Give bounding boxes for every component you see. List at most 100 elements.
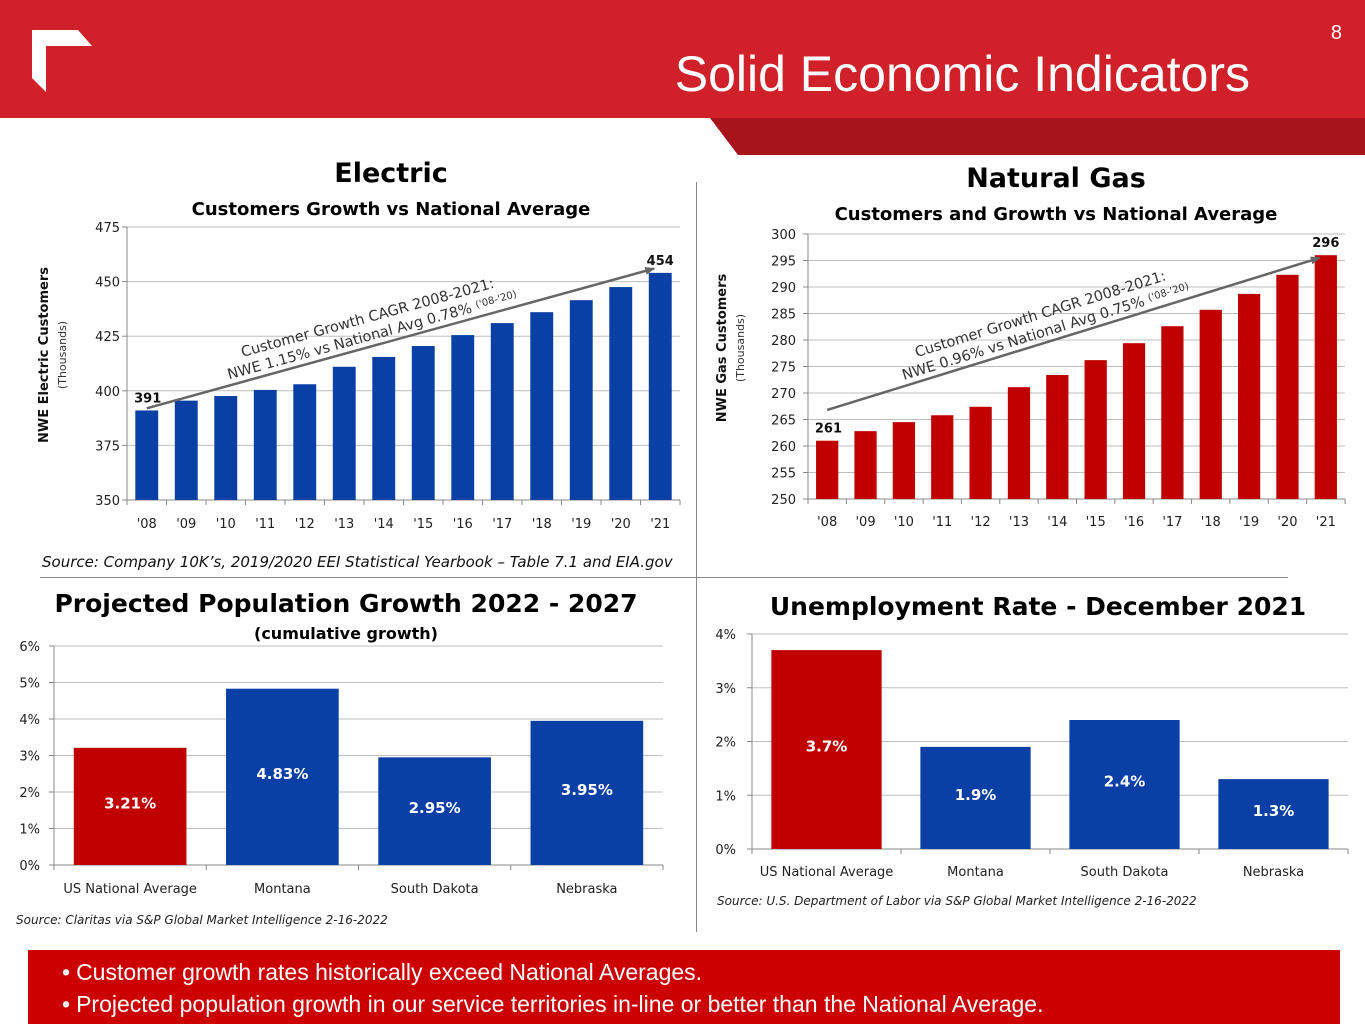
- x-tick-label: Nebraska: [556, 882, 617, 897]
- unemployment-chart: 0% 1% 2% 3% 4% US National Average 3.7% Montana…: [715, 628, 1349, 880]
- corner-bracket-logo-icon: [32, 30, 92, 92]
- x-tick-label: '20: [1277, 515, 1297, 530]
- x-tick-label: Montana: [947, 865, 1004, 880]
- bar-value-label: 3.95%: [561, 781, 613, 799]
- bar: [135, 410, 159, 500]
- bar: [174, 400, 198, 500]
- trend-arrow: [146, 267, 656, 410]
- x-tick-label: '18: [532, 517, 552, 532]
- y-tick-label: 275: [771, 361, 796, 376]
- page-number: 8: [1330, 22, 1342, 44]
- trend-arrow: [826, 256, 1321, 412]
- summary-bullets: Customer growth rates historically excee…: [28, 950, 1340, 1020]
- y-tick-label: 300: [771, 228, 796, 243]
- population-subtitle: (cumulative growth): [254, 624, 438, 643]
- x-tick-label: '13: [334, 517, 354, 532]
- y-tick-label: 3%: [715, 682, 736, 697]
- bar: [1084, 360, 1107, 499]
- x-tick-label: '09: [176, 517, 196, 532]
- x-tick-label: '15: [413, 517, 433, 532]
- x-tick-label: '08: [817, 515, 837, 530]
- vertical-divider: [696, 182, 697, 932]
- y-tick-label: 265: [771, 414, 796, 429]
- bar: [854, 431, 877, 499]
- y-tick-label: 250: [771, 493, 796, 508]
- bar: [1199, 309, 1222, 499]
- bar: [892, 422, 916, 499]
- y-tick-label: 3%: [19, 750, 40, 765]
- bar: [609, 287, 633, 500]
- x-tick-label: '19: [1239, 515, 1259, 530]
- bar-value-label: 2.4%: [1104, 773, 1146, 791]
- x-tick-label: Montana: [254, 882, 311, 897]
- gas-chart: 250 255 260 265 270 275 280 285 290 295 300 '08 '09 '…: [771, 228, 1346, 530]
- x-tick-label: '21: [650, 517, 670, 532]
- y-tick-label: 2%: [715, 736, 736, 751]
- y-tick-label: 4%: [19, 713, 40, 728]
- x-tick-label: US National Average: [760, 865, 894, 880]
- x-tick-label: US National Average: [63, 882, 197, 897]
- bar: [969, 406, 992, 499]
- bar: [1314, 255, 1337, 499]
- y-tick-label: 375: [95, 439, 120, 454]
- bar-value-label: 4.83%: [256, 765, 308, 783]
- bar-value-label: 3.21%: [104, 794, 156, 812]
- electric-ylabel: NWE Electric Customers: [37, 267, 52, 443]
- bar: [1122, 343, 1146, 499]
- trend-annotation: Customer Growth CAGR 2008-2021:NWE 0.96%…: [900, 268, 1191, 383]
- summary-bullet: Customer growth rates historically excee…: [62, 956, 1340, 988]
- trend-annotation: Customer Growth CAGR 2008-2021:NWE 1.15%…: [226, 276, 519, 383]
- x-tick-label: '14: [374, 517, 394, 532]
- y-tick-label: 295: [771, 255, 796, 270]
- y-tick-label: 4%: [715, 628, 736, 643]
- y-tick-label: 285: [771, 308, 796, 323]
- x-tick-label: '10: [894, 515, 914, 530]
- x-tick-label: '20: [611, 517, 631, 532]
- x-tick-label: '17: [492, 517, 512, 532]
- y-tick-label: 475: [95, 221, 120, 236]
- y-tick-label: 0%: [19, 859, 40, 874]
- x-tick-label: '16: [453, 517, 473, 532]
- summary-bullet: Projected population growth in our servi…: [62, 988, 1340, 1020]
- header-stripe: [0, 115, 1365, 155]
- bar: [931, 415, 954, 499]
- x-tick-label: '11: [255, 517, 275, 532]
- bar: [816, 440, 839, 499]
- y-tick-label: 425: [95, 330, 120, 345]
- electric-title: Electric: [334, 158, 448, 189]
- data-callout-label: 454: [647, 254, 674, 269]
- x-tick-label: '12: [295, 517, 315, 532]
- population-source: Source: Claritas via S&P Global Market I…: [16, 913, 388, 927]
- unemployment-source: Source: U.S. Department of Labor via S&P…: [717, 894, 1197, 908]
- electric-source: Source: Company 10K’s, 2019/2020 EEI Sta…: [42, 553, 674, 571]
- bar-value-label: 1.3%: [1253, 802, 1295, 820]
- bar: [378, 757, 491, 865]
- x-tick-label: '16: [1124, 515, 1144, 530]
- gas-title: Natural Gas: [966, 163, 1146, 194]
- bar: [1046, 374, 1069, 499]
- bar: [920, 746, 1031, 849]
- unemployment-title: Unemployment Rate - December 2021: [770, 592, 1306, 621]
- y-tick-label: 400: [95, 385, 120, 400]
- population-chart: 0% 1% 2% 3% 4% 5% 6% US National Average 3.21% Mo…: [19, 640, 664, 897]
- electric-ylabel-sub: (Thousands): [56, 321, 69, 389]
- x-tick-label: '12: [971, 515, 991, 530]
- x-tick-label: South Dakota: [391, 882, 479, 897]
- bar: [1276, 274, 1299, 499]
- bar-value-label: 2.95%: [409, 799, 461, 817]
- y-tick-label: 280: [771, 334, 796, 349]
- header-band: Solid Economic Indicators 8: [0, 0, 1365, 115]
- x-tick-label: '13: [1009, 515, 1029, 530]
- data-callout-label: 391: [134, 391, 161, 406]
- y-tick-label: 1%: [715, 789, 736, 804]
- electric-subtitle: Customers Growth vs National Average: [192, 199, 591, 220]
- x-tick-label: '11: [932, 515, 952, 530]
- bar: [1007, 387, 1031, 499]
- bar: [411, 346, 435, 500]
- y-tick-label: 270: [771, 387, 796, 402]
- bar: [1069, 720, 1180, 849]
- bar: [73, 747, 187, 865]
- gas-ylabel: NWE Gas Customers: [715, 273, 730, 422]
- horizontal-divider: [40, 577, 1288, 578]
- bar: [771, 650, 882, 849]
